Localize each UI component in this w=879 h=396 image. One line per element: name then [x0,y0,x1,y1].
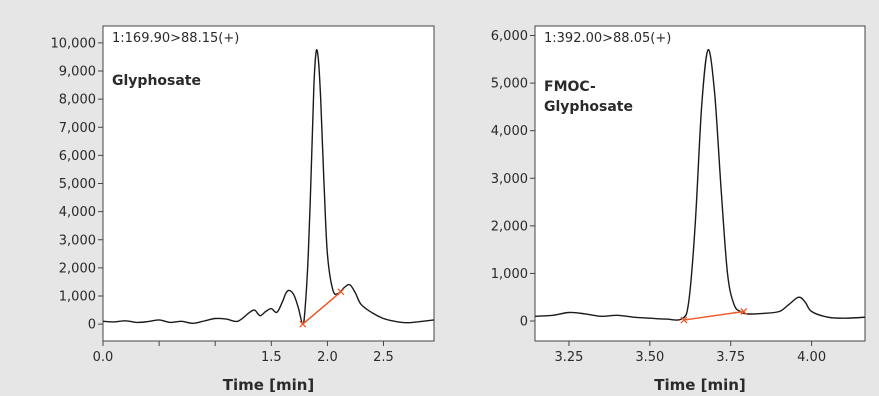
compound-label-line-2: Glyphosate [544,99,633,115]
x-axis-label: Time [min] [223,376,315,394]
baseline-segment [683,310,744,321]
x-tick-label: 3.50 [635,350,664,365]
y-tick-label: 0 [520,315,528,330]
y-tick-label: 3,000 [491,172,528,187]
x-tick-label: 3.25 [554,350,583,365]
y-tick-label: 2,000 [59,261,96,276]
x-tick-label: 4.00 [797,350,826,365]
y-tick-label: 7,000 [59,121,96,136]
baseline-marker [740,308,748,315]
transition-label: 1:392.00>88.05(+) [544,31,671,46]
axes [98,42,385,346]
plot-area [102,25,435,342]
compound-label-line-1: FMOC- [544,79,596,95]
y-tick-label: 1,000 [491,267,528,282]
chromatogram-trace [102,49,435,325]
y-tick-label: 8,000 [59,93,96,108]
baseline-marker [680,316,688,324]
y-tick-label: 5,000 [491,77,528,92]
y-tick-label: 4,000 [59,205,96,220]
plot-area [534,25,866,342]
y-tick-label: 1,000 [59,290,96,305]
tick-labels: 0 1,000 2,000 3,000 4,000 5,000 6,000 3.25 3.50 3… [491,29,826,365]
axes [530,35,813,346]
x-tick-label: 2.0 [317,350,338,365]
baseline-marker [337,288,345,296]
chromatogram-trace [534,49,866,321]
x-tick-label: 1.5 [261,350,282,365]
integration-baseline [299,288,345,328]
glyphosate-chromatogram-panel: 0 1,000 2,000 3,000 4,000 5,000 6,000 7,000 8,00… [51,25,435,394]
y-tick-label: 6,000 [491,29,528,44]
y-tick-label: 3,000 [59,233,96,248]
y-tick-label: 5,000 [59,177,96,192]
transition-label: 1:169.90>88.15(+) [112,31,239,46]
y-tick-label: 9,000 [59,65,96,80]
y-tick-label: 10,000 [51,36,97,51]
y-tick-label: 4,000 [491,124,528,139]
baseline-marker [299,320,307,328]
compound-label: Glyphosate [112,73,201,89]
y-tick-label: 0 [88,318,96,333]
integration-baseline [680,308,748,324]
compound-label: FMOC- Glyphosate [544,79,633,115]
tick-labels: 0 1,000 2,000 3,000 4,000 5,000 6,000 7,000 8,00… [51,36,394,365]
x-tick-label: 0.0 [93,350,114,365]
baseline-segment [302,291,342,325]
fmoc-glyphosate-chromatogram-panel: 0 1,000 2,000 3,000 4,000 5,000 6,000 3.25 3.50 3… [491,25,866,394]
y-tick-label: 6,000 [59,149,96,164]
x-axis-label: Time [min] [654,376,746,394]
x-tick-label: 2.5 [373,350,394,365]
x-tick-label: 3.75 [716,350,745,365]
y-tick-label: 2,000 [491,219,528,234]
